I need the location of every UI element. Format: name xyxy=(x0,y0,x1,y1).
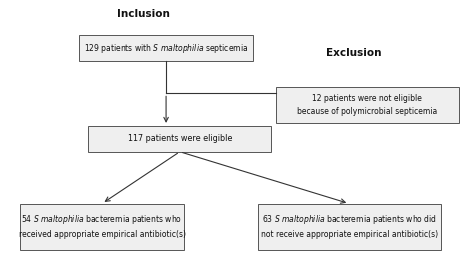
Text: not receive appropriate empirical antibiotic(s): not receive appropriate empirical antibi… xyxy=(261,230,438,239)
Text: 63 $\it{S}$ $\it{maltophilia}$ bacteremia patients who did: 63 $\it{S}$ $\it{maltophilia}$ bacteremi… xyxy=(262,213,437,226)
FancyBboxPatch shape xyxy=(19,204,184,250)
FancyBboxPatch shape xyxy=(257,204,441,250)
Text: 117 patients were eligible: 117 patients were eligible xyxy=(128,134,232,143)
Text: Exclusion: Exclusion xyxy=(326,48,382,58)
FancyBboxPatch shape xyxy=(88,126,271,152)
Text: 54 $\it{S}$ $\it{maltophilia}$ bacteremia patients who: 54 $\it{S}$ $\it{maltophilia}$ bacteremi… xyxy=(21,213,182,226)
FancyBboxPatch shape xyxy=(276,87,459,123)
Text: Inclusion: Inclusion xyxy=(117,9,170,19)
FancyBboxPatch shape xyxy=(79,35,253,61)
Text: 12 patients were not eligible: 12 patients were not eligible xyxy=(312,94,422,103)
Text: received appropriate empirical antibiotic(s): received appropriate empirical antibioti… xyxy=(18,230,185,239)
Text: 129 patients with $S$ $\it{maltophilia}$ septicemia: 129 patients with $S$ $\it{maltophilia}$… xyxy=(84,42,248,54)
Text: because of polymicrobial septicemia: because of polymicrobial septicemia xyxy=(297,107,438,116)
